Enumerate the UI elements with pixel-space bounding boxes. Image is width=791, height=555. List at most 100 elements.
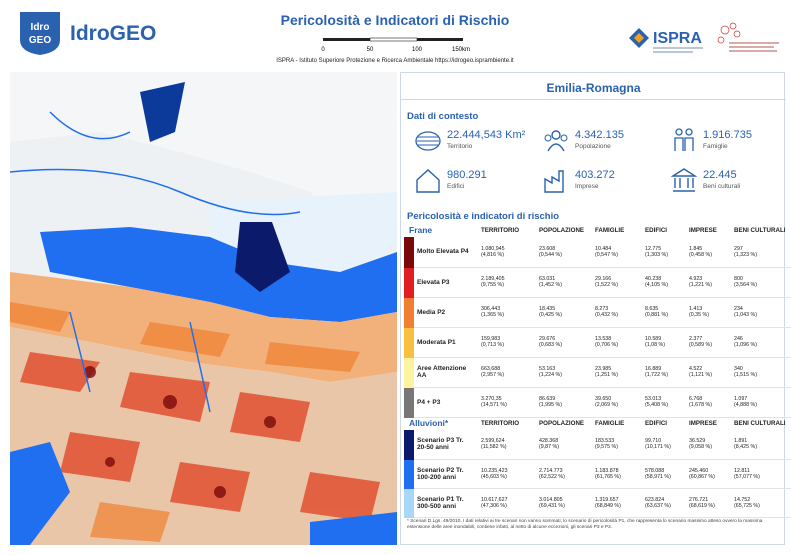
cell-percent: (63,637 %) [645,502,671,509]
cell: 276.721 (68,619 %) [689,488,734,518]
cell: 12.775 (1,303 %) [645,237,689,268]
scale-label: 100 [412,47,423,53]
cell-value: 13.538 [595,336,612,342]
cell-percent: (1,096 %) [734,342,757,348]
stat-value: 403.272 [575,169,615,181]
cell-value: 8.635 [645,306,659,312]
cell: 40.238 (4,105 %) [645,267,689,298]
cell-percent: (4,816 %) [481,251,504,258]
cell-percent: (9,575 %) [595,444,618,451]
cell: 16.889 (1,722 %) [645,357,689,388]
footnote: * Scenari D.Lgs. 49/2010. I dati relativ… [407,519,763,531]
cell-value: 578.088 [645,467,665,474]
cell-percent: (60,867 %) [689,473,715,480]
cell-percent: (14,571 %) [481,402,507,408]
row-label-line: 300-500 anni [417,502,457,510]
header-row: Frane TERRITORIO POPOLAZIONE FAMIGLIE EDIFIC… [409,223,791,237]
cell-value: 623.824 [645,496,665,503]
scale-label: 150km [452,47,470,53]
cell: 10.617,627 (47,306 %) [481,488,539,518]
cell: 1.183.878 (61,765 %) [595,459,645,489]
cell: 8.273 (0,432 %) [595,297,645,328]
cell-percent: (10,171 %) [645,444,671,451]
cell-value: 12.775 [645,245,662,252]
region-title: Emilia-Romagna [546,81,641,95]
row-label: Molto Elevata P4 [404,237,481,268]
cell-value: 1.080,945 [481,245,505,252]
cell: 1.097 (4,888 %) [734,387,791,418]
partner-logos: ISPRA [629,22,779,53]
table-row: P4 + P3 3.270,35 (14,571 %) 86.639 (1,995 %)… [404,387,791,418]
section-title: Dati di contesto [407,111,479,122]
column-header: IMPRESE [689,226,717,234]
column-header: POPOLAZIONE [539,226,585,234]
cell-percent: (1,452 %) [539,282,562,288]
stat-value: 22.444,543 Km² [447,129,526,141]
cell-percent: (0,432 %) [595,312,618,318]
column-header: TERRITORIO [481,226,520,234]
cell: 623.824 (63,637 %) [645,488,689,518]
cell-value: 10.617,627 [481,496,508,503]
cell-percent: (0,713 %) [481,342,504,348]
cell-percent: (69,431 %) [539,502,565,509]
cell-percent: (1,323 %) [734,251,757,258]
cell-percent: (0,35 %) [689,312,710,318]
cell: 99.710 (10,171 %) [645,430,689,460]
cell-percent: (11,582 %) [481,444,507,451]
row-label: Scenario P3 Tr. 20-50 anni [404,430,481,460]
cell-value: 306,443 [481,306,501,312]
stat-label: Edifici [447,183,465,190]
row-label: Media P2 [404,297,481,328]
cell-value: 246 [734,336,743,342]
cell-value: 14.752 [734,496,751,503]
table-caption: Frane [409,225,433,235]
cell-percent: (68,849 %) [595,502,621,509]
cell-percent: (1,221 %) [689,282,712,288]
cell-percent: (9,058 %) [689,444,712,451]
logo-text: GEO [29,35,51,46]
cell-value: 53.013 [645,396,662,402]
cell-value: 23.608 [539,245,556,252]
cell-percent: (0,544 %) [539,251,562,258]
cell-percent: (8,425 %) [734,444,757,451]
stat-value: 4.342.135 [575,129,624,141]
logo-text: Idro [31,22,50,33]
cell-value: 16.889 [645,366,662,372]
stat-label: Famiglie [703,143,728,150]
stat-label: Popolazione [575,143,611,150]
cell: 297 (1,323 %) [734,237,791,268]
cell: 29.166 (1,522 %) [595,267,645,298]
table-row: Moderata P1 159,983 (0,713 %) 29.676 (0,683 … [404,327,791,358]
stat-icon [671,168,697,192]
risk-table: Frane TERRITORIO POPOLAZIONE FAMIGLIE EDIFIC… [404,223,791,418]
cell-percent: (1,224 %) [539,372,562,378]
table-caption: Alluvioni* [409,418,449,428]
cell: 3.270,35 (14,571 %) [481,387,539,418]
row-label: Scenario P1 Tr. 300-500 anni [404,488,481,518]
cell: 306,443 (1,365 %) [481,297,539,328]
title: Pericolosità e Indicatori di Rischio [280,12,510,28]
cell-value: 53.163 [539,366,556,372]
risk-table: Alluvioni* TERRITORIO POPOLAZIONE FAMIGLIE E… [404,416,791,518]
cell-percent: (1,251 %) [595,372,618,378]
cell: 1.845 (0,458 %) [689,237,734,268]
cell: 800 (3,564 %) [734,267,791,298]
cell-percent: (1,043 %) [734,312,757,318]
cell-value: 40.238 [645,276,662,282]
cell-value: 18.435 [539,306,556,312]
cell: 4.522 (1,121 %) [689,357,734,388]
column-header: EDIFICI [645,419,668,427]
cell: 1.319.657 (68,849 %) [595,488,645,518]
cell-value: 1.097 [734,396,748,402]
column-header: POPOLAZIONE [539,419,585,427]
stat: 22.445 Beni culturali [671,165,791,199]
cell: 86.639 (1,995 %) [539,387,595,418]
stat-icon [674,128,694,151]
cell-value: 2.714.773 [539,467,563,474]
row-label-line: Scenario P3 Tr. [417,437,464,445]
scale-bar: 0 50 100 150km [321,37,470,53]
cell-percent: (47,306 %) [481,502,507,509]
cell: 663,688 (2,957 %) [481,357,539,388]
cell-percent: (4,888 %) [734,402,757,408]
row-label-line: Molto Elevata P4 [417,248,469,256]
